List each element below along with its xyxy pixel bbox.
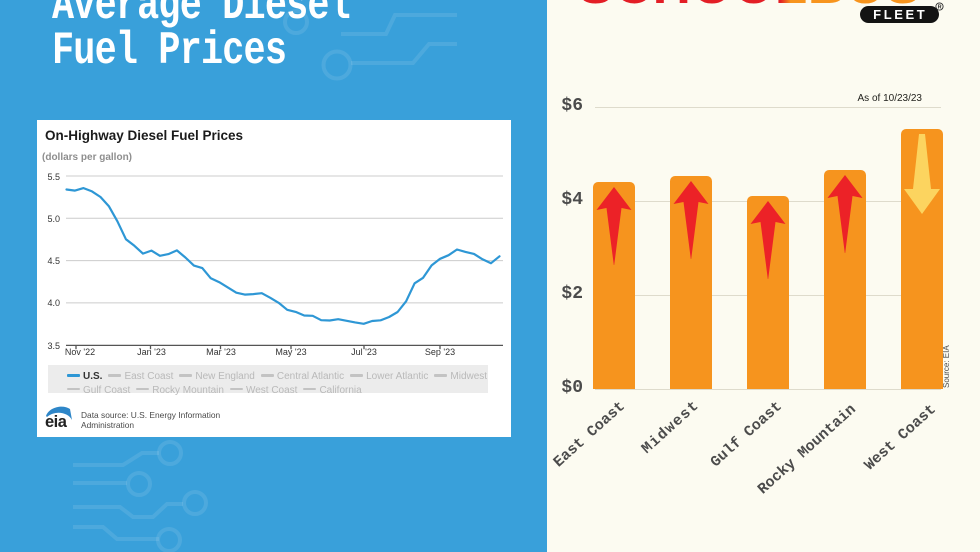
svg-text:R: R bbox=[938, 5, 942, 11]
svg-text:eia: eia bbox=[45, 413, 68, 431]
